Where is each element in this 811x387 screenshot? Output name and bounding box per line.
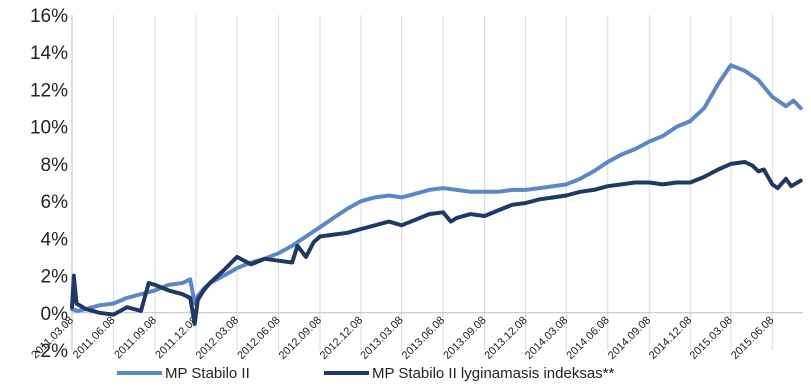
x-tick-label: 2011.09.08 [112,314,159,361]
y-tick-label: 14% [30,43,68,64]
y-tick-label: 16% [30,6,68,27]
y-tick-label: 4% [41,229,69,250]
legend-label-2: MP Stabilo II lyginamasis indeksas** [372,365,614,382]
x-tick-label: 2011.06.08 [71,314,118,361]
x-tick-label: 2015.06.08 [729,314,776,361]
x-tick-labels: 2011.03.082011.06.082011.09.082011.12.08… [29,314,776,361]
legend-label-1: MP Stabilo II [165,365,250,382]
x-tick-label: 2014.06.08 [564,314,611,361]
series-line-1 [70,63,803,313]
y-tick-label: 12% [30,80,68,101]
x-tick-label: 2013.12.08 [482,314,529,361]
legend: MP Stabilo II MP Stabilo II lyginamasis i… [117,365,614,382]
x-tick-label: 2013.03.08 [358,314,405,361]
x-tick-label: 2013.06.08 [400,314,447,361]
series-lines [70,63,803,326]
y-tick-label: 6% [41,192,69,213]
x-tick-label: 2014.09.08 [606,314,653,361]
x-tick-label: 2012.12.08 [318,314,365,361]
x-tick-label: 2012.06.08 [235,314,282,361]
x-tick-label: 2014.12.08 [647,314,694,361]
y-tick-label: 2% [41,267,69,288]
y-tick-label: 8% [41,155,69,176]
x-tick-label: 2012.09.08 [277,314,324,361]
series-line-2 [70,160,803,326]
y-tick-label: 10% [30,118,68,139]
x-tick-label: 2014.03.08 [523,314,570,361]
x-tick-label: 2013.09.08 [441,314,488,361]
x-tick-label: 2015.03.08 [688,314,735,361]
y-tick-label: -2% [34,341,68,362]
x-tick-label: 2012.03.08 [194,314,241,361]
y-tick-label: 0% [41,304,69,325]
y-tick-labels: -2% 0% 2% 4% 6% 8% 10% 12% 14% 16% [30,6,68,362]
